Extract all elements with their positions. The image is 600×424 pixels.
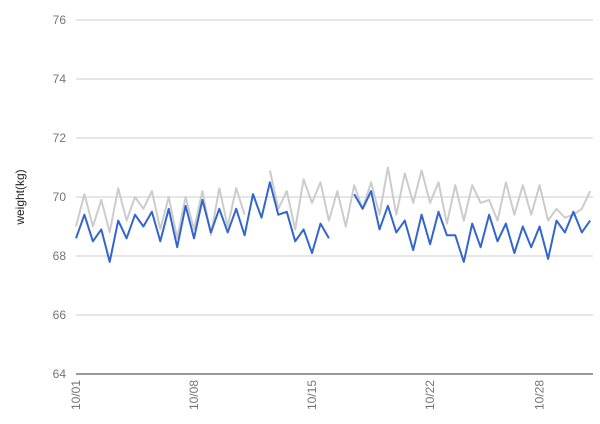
x-tick-label: 10/08 [187,380,201,410]
x-tick-label: 10/15 [305,380,319,410]
y-tick-label: 66 [53,308,67,322]
y-tick-label: 72 [53,131,67,145]
y-axis-label: weight(kg) [13,169,27,225]
x-tick-label: 10/01 [69,380,83,410]
y-tick-label: 64 [53,367,67,381]
y-tick-label: 68 [53,249,67,263]
data-line [75,181,592,263]
x-tick-label: 10/22 [423,380,437,410]
data-line [75,166,592,240]
y-tick-label: 76 [53,13,67,27]
y-tick-label: 74 [53,72,67,86]
x-tick-label: 10/28 [533,380,547,410]
y-tick-label: 70 [53,190,67,204]
